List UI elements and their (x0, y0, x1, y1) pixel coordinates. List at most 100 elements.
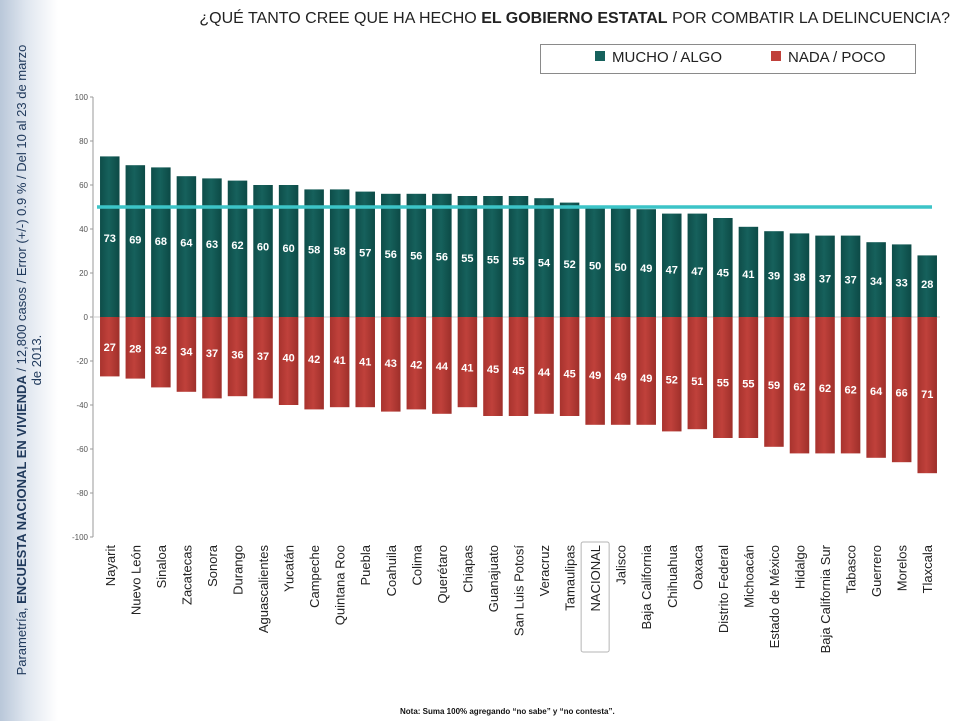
bar-positive (534, 198, 554, 317)
x-tick-label: Sinaloa (154, 544, 169, 588)
bar-negative (815, 317, 835, 454)
x-tick-label: Nuevo León (128, 545, 143, 615)
data-label-positive: 47 (691, 266, 703, 278)
x-tick-label: Colima (409, 544, 424, 585)
data-label-negative: 62 (793, 382, 805, 394)
bar-negative (891, 317, 912, 463)
data-label-positive: 57 (359, 247, 371, 259)
bar-negative (508, 317, 529, 416)
data-label-positive: 56 (385, 249, 397, 261)
bar-positive (432, 193, 452, 317)
data-label-negative: 36 (231, 349, 243, 361)
data-label-negative: 44 (538, 367, 551, 379)
data-label-negative: 44 (436, 361, 449, 373)
x-tick-label: Durango (231, 545, 246, 595)
x-tick-label: Oaxaca (690, 544, 705, 590)
data-label-negative: 41 (334, 355, 346, 367)
x-tick-label: Guanajuato (486, 545, 501, 612)
bar-negative (100, 317, 120, 377)
bar-positive (789, 233, 810, 317)
x-tick-label: Guerrero (869, 545, 884, 597)
bar-positive (483, 196, 503, 317)
data-label-negative: 49 (640, 373, 652, 385)
bar-positive (866, 242, 886, 317)
x-tick-label: San Luis Potosí (512, 545, 527, 636)
data-label-positive: 49 (640, 263, 652, 275)
data-label-negative: 66 (896, 388, 908, 400)
bar-positive (891, 244, 912, 317)
data-label-positive: 55 (461, 253, 473, 265)
x-tick-label: Zacatecas (179, 545, 194, 605)
data-label-positive: 39 (768, 270, 780, 282)
x-tick-label: Veracruz (537, 545, 552, 596)
bar-positive (227, 180, 248, 317)
bar-negative (738, 317, 759, 438)
data-label-positive: 47 (666, 265, 678, 277)
legend-swatch-positive (595, 51, 605, 61)
data-label-positive: 68 (155, 236, 167, 248)
bar-positive (559, 202, 580, 317)
data-label-positive: 33 (896, 278, 908, 290)
x-tick-label: Michoacán (741, 545, 756, 608)
x-tick-label: Nayarit (103, 545, 118, 587)
bar-positive (508, 196, 529, 317)
x-tick-label: Jalisco (614, 545, 629, 585)
legend: MUCHO / ALGO NADA / POCO (540, 44, 916, 74)
x-tick-label: Tabasco (844, 545, 859, 593)
data-label-positive: 73 (104, 233, 116, 245)
data-label-positive: 28 (921, 279, 933, 291)
bar-positive (278, 185, 299, 317)
x-tick-label: Querétaro (435, 545, 450, 604)
bar-positive (738, 226, 759, 317)
bar-positive (713, 218, 733, 317)
bar-positive (687, 213, 708, 317)
bar-positive (151, 167, 171, 317)
bar-negative (764, 317, 784, 447)
data-label-negative: 43 (385, 358, 397, 370)
data-label-positive: 60 (282, 243, 294, 255)
data-label-negative: 62 (844, 385, 856, 397)
data-label-positive: 37 (844, 275, 856, 287)
bar-negative (789, 317, 810, 454)
bar-negative (176, 317, 197, 392)
bar-negative (125, 317, 146, 379)
data-label-negative: 49 (615, 371, 627, 383)
y-tick-label: -80 (76, 489, 88, 498)
x-tick-label: Distrito Federal (716, 545, 731, 633)
data-label-negative: 49 (589, 370, 601, 382)
bar-negative (304, 317, 324, 410)
data-label-positive: 55 (487, 255, 499, 267)
data-label-positive: 50 (615, 262, 627, 274)
data-label-positive: 56 (410, 250, 422, 262)
data-label-negative: 34 (180, 346, 193, 358)
bar-negative (917, 317, 937, 474)
x-tick-label: Tlaxcala (920, 544, 935, 593)
title-part1: ¿QUÉ TANTO CREE QUE HA HECHO (199, 10, 482, 27)
bar-positive (100, 156, 120, 317)
y-tick-label: 80 (79, 137, 88, 146)
x-tick-label: Baja California (639, 544, 654, 629)
x-tick-label: Quintana Roo (333, 545, 348, 625)
data-label-negative: 40 (282, 352, 294, 364)
data-label-negative: 64 (870, 386, 883, 398)
legend-swatch-negative (771, 51, 781, 61)
data-label-negative: 37 (206, 348, 218, 360)
bar-positive (304, 189, 324, 317)
data-label-negative: 52 (666, 374, 678, 386)
data-label-positive: 37 (819, 273, 831, 285)
data-label-positive: 38 (793, 272, 805, 284)
bar-positive (815, 235, 835, 317)
x-tick-label: Chiapas (460, 545, 475, 593)
bar-negative (355, 317, 375, 408)
y-tick-label: 60 (79, 181, 88, 190)
y-tick-label: 40 (79, 225, 88, 234)
bar-positive (917, 255, 937, 317)
x-tick-label: NACIONAL (588, 545, 603, 611)
bar-positive (840, 235, 861, 317)
data-label-positive: 56 (436, 252, 448, 264)
legend-label-positive: MUCHO / ALGO (612, 49, 723, 66)
title-part2: POR COMBATIR LA DELINCUENCIA? (667, 10, 950, 27)
data-label-positive: 45 (717, 268, 729, 280)
bar-positive (406, 193, 427, 317)
